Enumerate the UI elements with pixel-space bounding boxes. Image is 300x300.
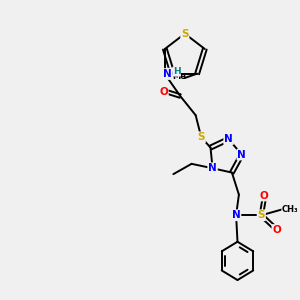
Text: N: N xyxy=(232,210,241,220)
Text: N: N xyxy=(163,69,172,79)
Text: O: O xyxy=(260,190,268,200)
Text: N: N xyxy=(224,134,233,144)
Text: O: O xyxy=(272,225,281,235)
Text: N: N xyxy=(208,163,217,173)
Text: Me: Me xyxy=(172,72,186,81)
Text: S: S xyxy=(181,29,189,39)
Text: CH₃: CH₃ xyxy=(282,205,298,214)
Text: S: S xyxy=(197,132,205,142)
Text: H: H xyxy=(173,67,180,76)
Text: N: N xyxy=(237,150,246,160)
Text: S: S xyxy=(258,210,265,220)
Text: N: N xyxy=(168,69,177,79)
Text: O: O xyxy=(159,87,168,97)
